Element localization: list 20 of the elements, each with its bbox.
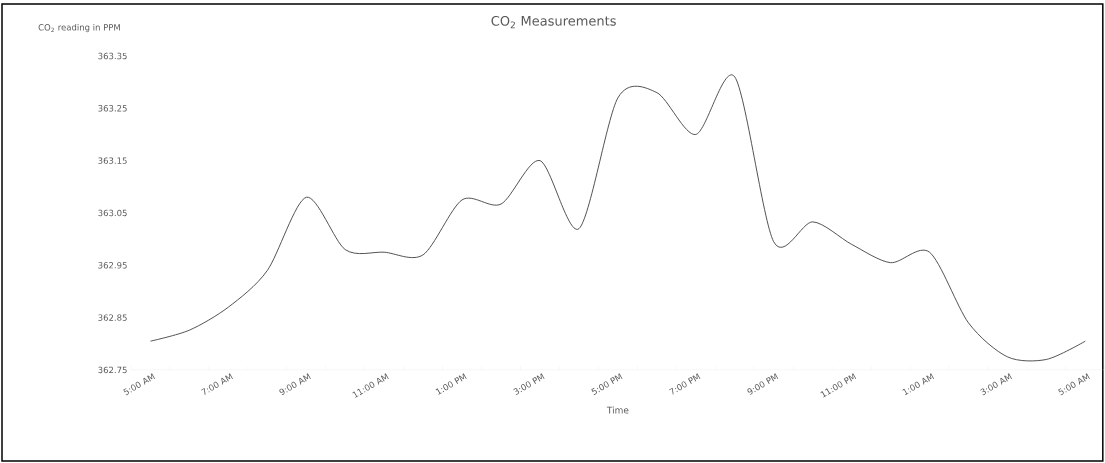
x-axis-title: Time bbox=[606, 406, 629, 414]
x-tick-label: 5:00 AM bbox=[1058, 373, 1090, 396]
y-axis-title: CO$_{2}$ reading in PPM bbox=[38, 23, 120, 33]
x-tick-label: 1:00 AM bbox=[902, 373, 935, 396]
y-tick-label: 362.85 bbox=[98, 314, 127, 321]
x-tick-label: 7:00 PM bbox=[668, 373, 701, 395]
x-tick-label: 7:00 AM bbox=[200, 373, 233, 395]
y-tick-label: 362.75 bbox=[98, 366, 127, 374]
y-tick-label: 362.95 bbox=[98, 262, 127, 269]
x-tick-label: 3:00 AM bbox=[980, 373, 1013, 396]
x-tick-label: 5:00 PM bbox=[591, 373, 623, 395]
x-tick-label: 9:00 PM bbox=[747, 373, 779, 395]
x-tick-label: 9:00 AM bbox=[279, 373, 311, 396]
y-tick-label: 363.25 bbox=[98, 105, 127, 112]
x-tick-label: 3:00 PM bbox=[513, 373, 545, 395]
y-tick-label: 363.35 bbox=[98, 52, 127, 60]
y-tick-label: 363.15 bbox=[98, 157, 127, 164]
x-tick-label: 1:00 PM bbox=[435, 373, 467, 395]
chart-title: CO$_{2}$ Measurements bbox=[491, 15, 616, 29]
y-tick-label: 363.05 bbox=[98, 209, 127, 217]
